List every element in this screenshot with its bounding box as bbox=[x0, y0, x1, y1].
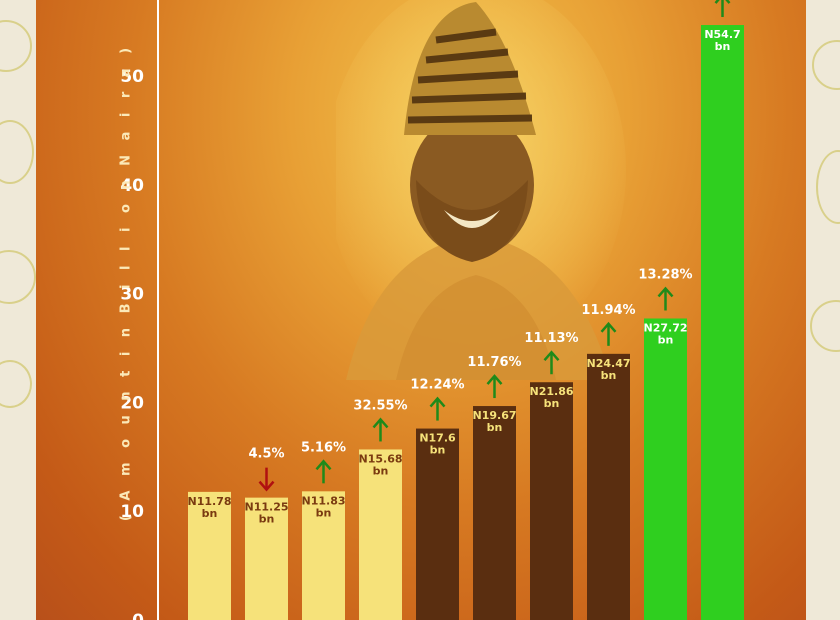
change-percent-label: 32.55% bbox=[353, 398, 407, 413]
decorative-circle bbox=[812, 40, 840, 90]
change-percent-label: 12.24% bbox=[410, 378, 464, 393]
bar bbox=[416, 428, 459, 620]
y-tick-label: 10 bbox=[120, 502, 144, 522]
bar bbox=[188, 491, 231, 620]
y-tick-label: 40 bbox=[120, 176, 144, 196]
bar-value-label: N19.67 bbox=[473, 409, 517, 422]
bar-value-label: N17.6 bbox=[419, 432, 456, 445]
decorative-circle bbox=[0, 360, 32, 408]
bar bbox=[245, 497, 288, 620]
decorative-circle bbox=[0, 120, 34, 184]
change-percent-label: 13.28% bbox=[638, 267, 692, 282]
change-percent-label: 11.13% bbox=[524, 331, 578, 346]
bar-value-label: N27.72 bbox=[644, 321, 688, 334]
bar bbox=[530, 382, 573, 620]
up-arrow-head-icon bbox=[429, 396, 446, 408]
change-percent-label: 11.94% bbox=[581, 303, 635, 318]
bar-value-label: bn bbox=[202, 507, 218, 520]
bar bbox=[302, 491, 345, 620]
up-arrow-head-icon bbox=[543, 350, 560, 362]
y-axis-label: ( A m o u n t i n B i l l i o n N a i r … bbox=[118, 42, 134, 522]
bar bbox=[587, 353, 630, 620]
up-arrow-head-icon bbox=[372, 417, 389, 429]
bar-value-label: bn bbox=[430, 444, 446, 457]
up-arrow-head-icon bbox=[486, 374, 503, 385]
up-arrow-head-icon bbox=[315, 459, 332, 471]
y-tick-label: 50 bbox=[120, 67, 144, 87]
decorative-circle bbox=[0, 250, 36, 304]
bar-value-label: bn bbox=[601, 369, 617, 382]
bar-value-label: N24.47 bbox=[587, 357, 631, 370]
y-tick-label: 30 bbox=[120, 285, 144, 305]
bar-value-label: N54.7 bbox=[704, 28, 740, 41]
up-arrow-head-icon bbox=[657, 286, 674, 298]
y-tick-label: 0 bbox=[132, 611, 144, 620]
decorative-circle bbox=[810, 300, 840, 352]
bar bbox=[359, 449, 402, 620]
bar-value-label: bn bbox=[487, 421, 503, 434]
bar-value-label: bn bbox=[259, 513, 275, 526]
bar-value-label: bn bbox=[373, 464, 389, 477]
left-decoration-strip bbox=[0, 0, 36, 620]
bar bbox=[644, 318, 687, 620]
bar-value-label: bn bbox=[316, 506, 332, 519]
change-percent-label: 11.76% bbox=[467, 355, 521, 370]
bar-value-label: bn bbox=[715, 40, 731, 53]
y-tick-label: 20 bbox=[120, 393, 144, 413]
chart-panel: 01020304050N11.78bnN11.25bn4.5%N11.83bn5… bbox=[36, 0, 806, 620]
down-arrow-head-icon bbox=[258, 480, 275, 492]
bar-value-label: bn bbox=[658, 333, 674, 346]
bar-value-label: N21.86 bbox=[530, 385, 574, 398]
right-decoration-strip bbox=[806, 0, 840, 620]
change-percent-label: 4.5% bbox=[248, 447, 284, 462]
bar-chart: 01020304050N11.78bnN11.25bn4.5%N11.83bn5… bbox=[120, 0, 744, 620]
decorative-circle bbox=[0, 20, 32, 72]
bar bbox=[701, 25, 744, 620]
change-percent-label: 5.16% bbox=[301, 440, 346, 455]
up-arrow-head-icon bbox=[714, 0, 731, 4]
decorative-circle bbox=[816, 150, 840, 224]
portrait-image bbox=[336, 0, 626, 380]
bar-value-label: bn bbox=[544, 397, 560, 410]
bar-value-label: N11.83 bbox=[302, 494, 346, 507]
bar-value-label: N11.25 bbox=[245, 501, 289, 514]
bar-value-label: N15.68 bbox=[359, 452, 403, 465]
bar-value-label: N11.78 bbox=[188, 495, 232, 508]
up-arrow-head-icon bbox=[600, 321, 617, 333]
bar bbox=[473, 406, 516, 620]
